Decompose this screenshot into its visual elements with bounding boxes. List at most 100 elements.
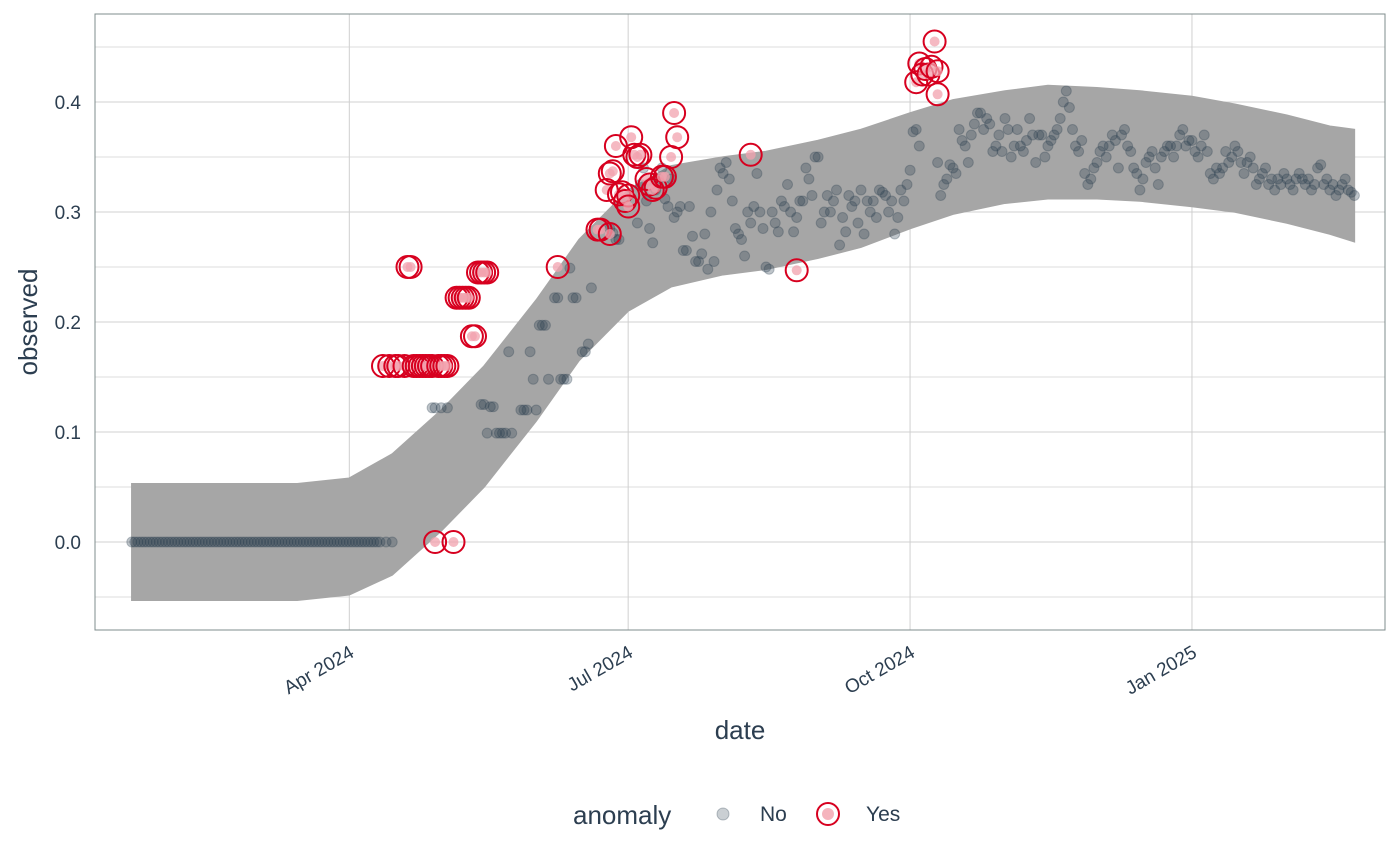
point-normal: [1158, 146, 1170, 157]
point-normal: [705, 206, 717, 218]
point-normal: [1116, 129, 1127, 141]
point-normal: [1321, 173, 1333, 185]
point-normal: [674, 201, 686, 212]
point-normal: [1134, 184, 1146, 196]
point-normal: [788, 226, 800, 238]
point-normal: [1109, 135, 1121, 146]
point-normal: [1204, 168, 1216, 179]
point-normal: [1256, 168, 1268, 179]
anomaly-ring: [662, 101, 687, 125]
point-normal: [1232, 146, 1244, 157]
point-anomaly: [552, 262, 563, 272]
point-normal: [518, 404, 530, 416]
point-normal: [153, 536, 165, 548]
point-normal: [1211, 162, 1222, 174]
point-normal: [1253, 173, 1265, 185]
point-normal: [1296, 173, 1308, 185]
point-normal: [1192, 151, 1204, 163]
point-normal: [806, 190, 818, 201]
point-normal: [178, 536, 190, 548]
point-normal: [1119, 124, 1130, 135]
point-anomaly: [430, 537, 441, 547]
point-normal: [1054, 113, 1066, 124]
anomaly-ring: [625, 145, 650, 169]
point-normal: [1302, 173, 1314, 185]
point-normal: [938, 179, 950, 190]
anomaly-ring: [925, 82, 950, 107]
point-normal: [1005, 151, 1017, 163]
point-normal: [1088, 162, 1100, 174]
anomaly-ring: [423, 530, 448, 554]
y-tick-label: 0.0: [55, 533, 81, 554]
point-normal: [141, 536, 153, 548]
point-normal: [362, 536, 374, 548]
point-normal: [261, 536, 273, 548]
point-normal: [981, 113, 993, 124]
point-normal: [291, 536, 303, 548]
point-normal: [166, 536, 178, 548]
point-normal: [803, 173, 815, 185]
anomaly-ring: [628, 142, 653, 167]
point-normal: [530, 404, 542, 416]
point-normal: [972, 107, 983, 119]
point-normal: [1336, 179, 1348, 190]
anomaly-ring: [919, 54, 944, 79]
point-normal: [1039, 151, 1051, 163]
point-normal: [521, 404, 533, 416]
point-normal: [794, 195, 806, 207]
point-normal: [873, 184, 885, 196]
point-anomaly: [932, 89, 943, 100]
point-normal: [524, 346, 536, 358]
point-normal: [475, 399, 487, 410]
point-anomaly: [610, 141, 621, 151]
point-normal: [818, 206, 830, 218]
point-normal: [708, 256, 720, 267]
point-normal: [129, 536, 141, 548]
point-normal: [690, 256, 702, 267]
point-normal: [328, 536, 340, 548]
point-normal: [693, 256, 705, 267]
point-normal: [1042, 140, 1054, 152]
point-normal: [1097, 140, 1109, 152]
point-normal: [536, 319, 548, 331]
point-normal: [426, 402, 438, 414]
point-normal: [965, 129, 977, 141]
point-normal: [285, 536, 297, 548]
point-normal: [1008, 140, 1020, 152]
point-normal: [494, 427, 505, 439]
point-normal: [218, 536, 230, 548]
point-normal: [714, 162, 726, 174]
point-normal: [699, 228, 711, 240]
anomaly-ring: [435, 354, 460, 378]
point-normal: [1085, 173, 1097, 185]
anomaly-ring: [637, 172, 662, 197]
point-normal: [717, 168, 729, 179]
point-normal: [1309, 179, 1320, 190]
point-normal: [570, 292, 582, 304]
point-normal: [350, 536, 361, 548]
point-normal: [1106, 129, 1118, 141]
point-normal: [181, 536, 193, 548]
point-normal: [956, 135, 968, 146]
point-normal: [849, 195, 861, 207]
point-normal: [1021, 135, 1032, 146]
point-normal: [772, 226, 784, 238]
point-normal: [947, 162, 959, 174]
point-normal: [1079, 168, 1091, 179]
point-normal: [343, 536, 355, 548]
point-normal: [668, 212, 680, 223]
anomaly-ring: [665, 125, 690, 150]
point-normal: [1183, 135, 1195, 146]
point-normal: [944, 159, 956, 171]
point-normal: [1030, 157, 1042, 168]
point-normal: [356, 536, 368, 548]
point-anomaly: [669, 108, 680, 118]
point-normal: [978, 124, 990, 135]
point-normal: [533, 319, 545, 331]
point-normal: [1073, 146, 1085, 157]
point-normal: [1171, 140, 1183, 152]
point-normal: [1244, 151, 1256, 163]
point-normal: [662, 201, 674, 212]
point-normal: [202, 536, 214, 548]
point-normal: [647, 237, 659, 249]
